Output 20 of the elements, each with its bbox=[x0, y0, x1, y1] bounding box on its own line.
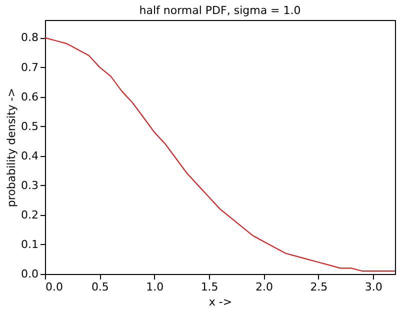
x-tick-label: 3.0 bbox=[364, 280, 382, 294]
chart-title: half normal PDF, sigma = 1.0 bbox=[139, 4, 301, 17]
y-tick-label: 0.7 bbox=[21, 60, 38, 74]
x-tick-label: 1.5 bbox=[200, 280, 218, 294]
x-axis-title: x -> bbox=[208, 296, 232, 308]
x-tick-label: 0.0 bbox=[46, 280, 63, 294]
x-tick-label: 2.0 bbox=[256, 280, 273, 294]
y-axis-title: probability density -> bbox=[5, 88, 18, 208]
y-tick-label: 0.0 bbox=[21, 268, 38, 280]
x-tick-label: 2.5 bbox=[310, 280, 328, 294]
y-tick-label: 0.5 bbox=[21, 120, 38, 133]
y-tick-label: 0.6 bbox=[21, 90, 38, 104]
line-series bbox=[44, 37, 396, 272]
y-tick-label: 0.3 bbox=[21, 178, 38, 192]
y-tick-label: 0.4 bbox=[21, 149, 38, 162]
y-tick-label: 0.2 bbox=[21, 208, 38, 222]
y-tick-label: 0.8 bbox=[21, 31, 38, 44]
x-tick-label: 0.5 bbox=[91, 280, 109, 294]
y-tick-label: 0.1 bbox=[21, 238, 38, 251]
x-tick-label: 1.0 bbox=[146, 280, 164, 294]
